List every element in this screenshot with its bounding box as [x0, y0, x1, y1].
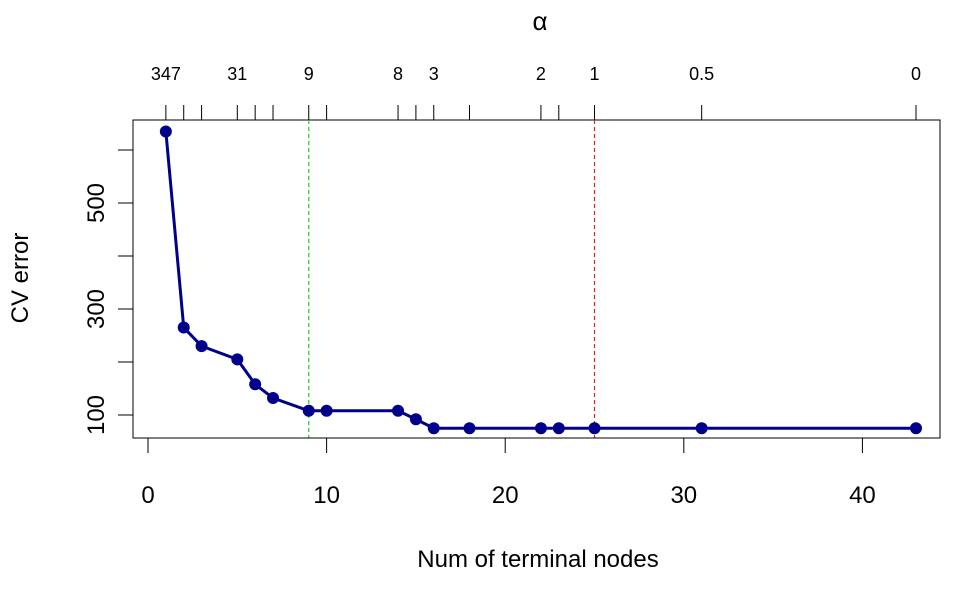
top-tick-label: 31 [227, 64, 247, 84]
data-point [409, 413, 422, 426]
top-tick-label: 9 [304, 64, 314, 84]
x-tick-label: 30 [670, 482, 697, 509]
data-point [463, 422, 476, 435]
x-tick-label: 40 [849, 482, 876, 509]
y-axis-label: CV error [7, 233, 34, 324]
plot-frame [132, 119, 941, 439]
data-point [177, 321, 190, 334]
y-axis: 100 300 500 [83, 149, 134, 435]
data-point [552, 422, 565, 435]
data-point [695, 422, 708, 435]
top-axis: 347 31 9 8 3 2 1 0.5 0 [151, 64, 921, 121]
y-tick-label: 500 [83, 183, 110, 223]
data-point [249, 378, 262, 391]
data-point [392, 404, 405, 417]
top-tick-label: 8 [393, 64, 403, 84]
data-point [267, 392, 280, 405]
top-tick-label: 0 [911, 64, 921, 84]
y-tick-label: 300 [83, 289, 110, 329]
data-point [588, 422, 601, 435]
top-tick-label: 1 [590, 64, 600, 84]
data-point [302, 404, 315, 417]
series-line [164, 131, 916, 430]
x-tick-label: 10 [313, 482, 340, 509]
series-layer [159, 125, 922, 435]
top-tick-label: 2 [536, 64, 546, 84]
reference-lines [308, 120, 596, 438]
top-axis-title: α [532, 6, 547, 36]
top-tick-label: 3 [429, 64, 439, 84]
data-point [320, 404, 333, 417]
x-tick-label: 0 [141, 482, 154, 509]
data-point [195, 340, 208, 353]
top-tick-label: 347 [151, 64, 181, 84]
data-point [534, 422, 547, 435]
x-tick-label: 20 [492, 482, 519, 509]
data-point [159, 125, 172, 138]
data-point [231, 353, 244, 366]
x-axis-label: Num of terminal nodes [417, 546, 658, 573]
x-axis: 0 10 20 30 40 [141, 437, 876, 509]
data-point [427, 422, 440, 435]
y-tick-label: 100 [83, 395, 110, 435]
data-point [910, 422, 922, 435]
top-tick-label: 0.5 [689, 64, 714, 84]
